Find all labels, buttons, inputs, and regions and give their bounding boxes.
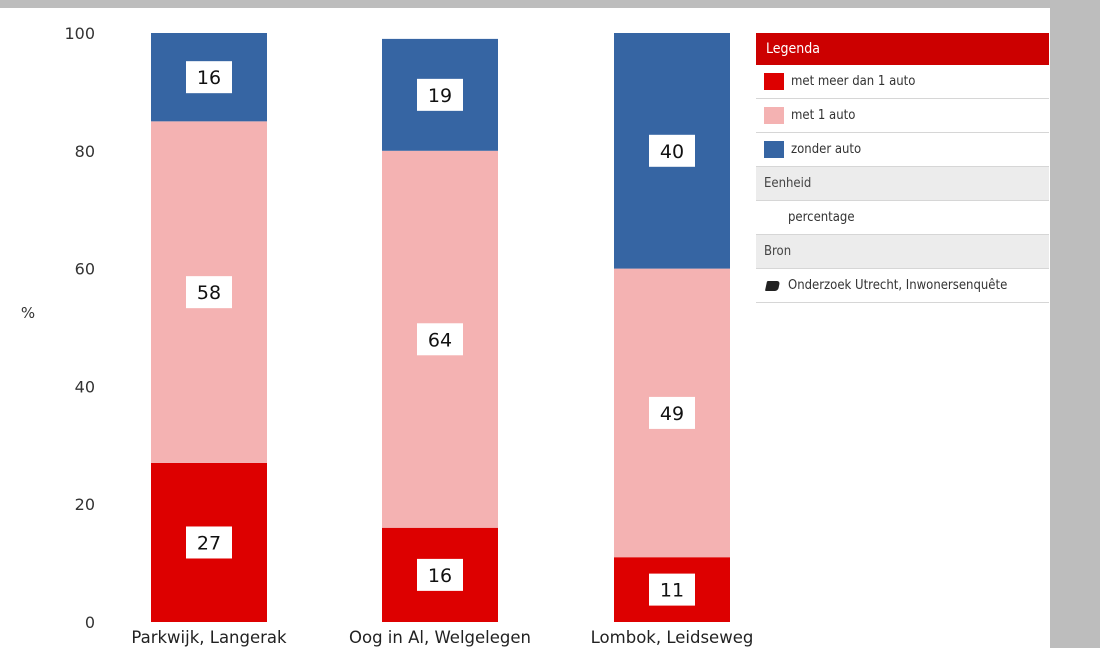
legend-title: Legenda [756, 33, 1049, 65]
data-label: 16 [428, 565, 452, 587]
legend-item-label: met 1 auto [791, 108, 856, 123]
data-label-box [649, 573, 695, 606]
data-label: 16 [197, 67, 221, 89]
y-tick-label: 100 [64, 24, 95, 43]
x-tick-label: Oog in Al, Welgelegen [349, 628, 531, 647]
y-tick-label: 40 [75, 377, 95, 396]
frame-right [1050, 0, 1100, 648]
unit-value-label: percentage [788, 210, 855, 225]
unit-header-label: Eenheid [764, 176, 812, 191]
data-label: 27 [197, 532, 221, 554]
y-tick-label: 60 [75, 260, 95, 279]
data-label: 11 [660, 580, 684, 602]
legend-swatch [764, 107, 784, 124]
legend-source-header: Bron [756, 235, 1049, 269]
legend-unit-value: percentage [756, 201, 1049, 235]
legend-source-value[interactable]: Onderzoek Utrecht, Inwonersenquête [756, 269, 1049, 303]
data-label: 19 [428, 85, 452, 107]
x-tick-label: Parkwijk, Langerak [131, 628, 287, 647]
y-tick-label: 80 [75, 142, 95, 161]
legend-item-series-1[interactable]: met 1 auto [756, 99, 1049, 133]
source-header-label: Bron [764, 244, 792, 259]
data-label-box [186, 61, 232, 94]
data-label-box [186, 276, 232, 309]
x-tick-label: Lombok, Leidseweg [591, 628, 754, 647]
legend-unit-header: Eenheid [756, 167, 1049, 201]
y-tick-label: 0 [85, 613, 95, 632]
legend-item-label: zonder auto [791, 142, 862, 157]
data-label-box [186, 526, 232, 559]
legend: Legenda met meer dan 1 auto met 1 auto z… [756, 33, 1049, 303]
y-axis-label: % [21, 304, 35, 322]
x-axis-labels: Parkwijk, Langerak Oog in Al, Welgelegen L… [131, 628, 753, 647]
data-label: 58 [197, 282, 221, 304]
data-label: 64 [428, 329, 452, 351]
legend-item-label: met meer dan 1 auto [791, 74, 916, 89]
data-label-box [417, 323, 463, 356]
data-label-box [649, 396, 695, 429]
bars: 27 58 16 16 64 19 11 49 40 [151, 33, 730, 622]
data-label-box [417, 78, 463, 111]
data-label: 49 [660, 403, 684, 425]
data-label-box [417, 558, 463, 591]
legend-item-series-2[interactable]: zonder auto [756, 133, 1049, 167]
book-icon [764, 280, 781, 291]
data-label: 40 [660, 141, 684, 163]
frame-top [0, 0, 1100, 8]
legend-swatch [764, 73, 784, 90]
source-value-label: Onderzoek Utrecht, Inwonersenquête [788, 278, 1008, 293]
y-tick-label: 20 [75, 495, 95, 514]
y-axis-ticks: 0 20 40 60 80 100 [64, 24, 95, 632]
legend-item-series-0[interactable]: met meer dan 1 auto [756, 65, 1049, 99]
legend-swatch [764, 141, 784, 158]
data-label-box [649, 134, 695, 167]
